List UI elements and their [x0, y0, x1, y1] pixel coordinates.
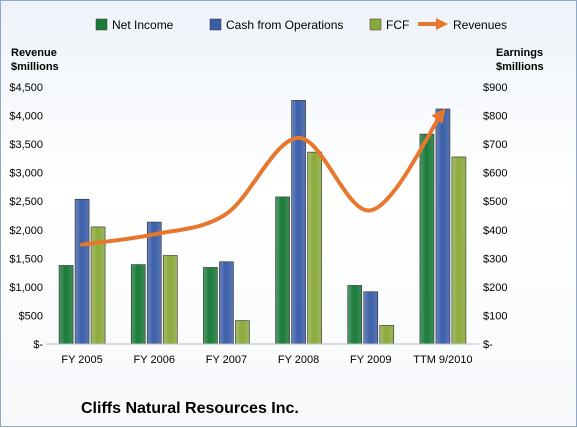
legend-swatch-net-income [95, 18, 108, 31]
bar-fcf-fy-2007 [235, 320, 250, 345]
right-tick-label: $500 [483, 196, 507, 208]
right-tick-label: $- [483, 339, 493, 351]
right-tick-label: $800 [483, 111, 507, 123]
legend-label-revenues: Revenues [453, 18, 507, 32]
legend: Net Income Cash from Operations FCF Reve… [95, 18, 507, 32]
right-axis-title-line1: Earnings [496, 47, 543, 59]
left-tick-label: $3,000 [9, 168, 43, 180]
left-axis-title-line2: $millions [11, 61, 59, 73]
left-tick-label: $1,500 [9, 253, 43, 265]
category-label-fy-2007: FY 2007 [206, 354, 247, 366]
bar-cash-from-operations-fy-2009 [363, 291, 379, 345]
category-label-fy-2009: FY 2009 [350, 354, 391, 366]
category-axis-labels: FY 2005 FY 2006 FY 2007 FY 2008 FY 2009 TTM 9… [61, 354, 472, 366]
legend-label-net-income: Net Income [112, 18, 174, 32]
right-axis-title-line2: $millions [496, 61, 544, 73]
right-tick-label: $900 [483, 82, 507, 94]
left-tick-label: $4,500 [9, 82, 43, 94]
bar-net-income-ttm-9-2010 [419, 133, 435, 345]
left-tick-label: $2,000 [9, 225, 43, 237]
category-label-fy-2008: FY 2008 [278, 354, 319, 366]
left-tick-label: $4,000 [9, 111, 43, 123]
right-tick-label: $300 [483, 253, 507, 265]
revenues-line [80, 109, 445, 247]
bar-fcf-fy-2009 [379, 325, 395, 345]
bar-cash-from-operations-ttm-9-2010 [435, 108, 451, 345]
bar-net-income-fy-2007 [203, 267, 218, 345]
revenues-line-arrowhead [431, 108, 446, 124]
bar-net-income-fy-2005 [58, 265, 74, 345]
bar-fcf-ttm-9-2010 [451, 156, 467, 345]
left-tick-label: $3,500 [9, 139, 43, 151]
category-label-fy-2006: FY 2006 [134, 354, 175, 366]
category-label-ttm-9-2010: TTM 9/2010 [413, 354, 472, 366]
right-tick-label: $200 [483, 282, 507, 294]
legend-label-fcf: FCF [386, 18, 409, 32]
right-tick-label: $700 [483, 139, 507, 151]
bar-cash-from-operations-fy-2005 [74, 198, 90, 345]
left-tick-label: $2,500 [9, 196, 43, 208]
left-axis-title-line1: Revenue [11, 47, 57, 59]
legend-swatch-cash-from-operations [209, 18, 222, 31]
bar-cash-from-operations-fy-2007 [219, 261, 234, 345]
bar-series [58, 100, 467, 345]
right-tick-label: $400 [483, 225, 507, 237]
bar-net-income-fy-2006 [130, 264, 146, 345]
legend-arrow-revenues [436, 18, 448, 30]
legend-label-cash-from-operations: Cash from Operations [226, 18, 343, 32]
legend-swatch-fcf [369, 18, 382, 31]
bar-fcf-fy-2008 [307, 151, 322, 345]
bar-net-income-fy-2008 [275, 196, 290, 345]
left-tick-label: $500 [19, 310, 43, 322]
left-tick-label: $1,000 [9, 282, 43, 294]
right-axis-ticks: $- $100 $200 $300 $400 $500 $600 $700 $800 $900 [483, 82, 507, 351]
left-axis-ticks: $- $500 $1,000 $1,500 $2,000 $2,500 $3,000 $3,5… [9, 82, 43, 351]
bar-net-income-fy-2009 [347, 285, 363, 345]
revenue-line-layer [80, 108, 446, 247]
company-name: Cliffs Natural Resources Inc. [81, 400, 299, 417]
bar-cash-from-operations-fy-2006 [146, 221, 162, 345]
right-tick-label: $600 [483, 168, 507, 180]
bar-fcf-fy-2006 [162, 255, 178, 345]
right-tick-label: $100 [483, 310, 507, 322]
category-label-fy-2005: FY 2005 [61, 354, 102, 366]
left-tick-label: $- [33, 339, 43, 351]
